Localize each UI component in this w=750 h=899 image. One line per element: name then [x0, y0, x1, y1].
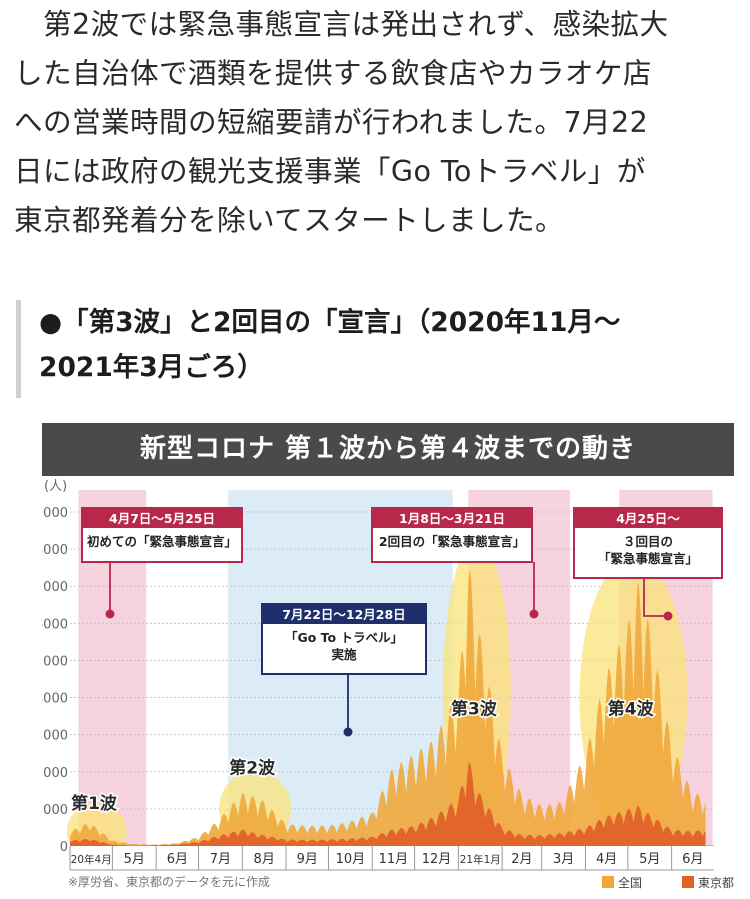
x-tick-label: 9月	[297, 852, 318, 867]
y-tick-label: 8000	[42, 543, 68, 558]
legend-label: 東京都	[698, 876, 734, 890]
paragraph-line: 日には政府の観光支援事業「Go Toトラベル」が	[14, 154, 646, 188]
y-tick-label: 5000	[42, 654, 68, 669]
callout-header	[82, 508, 242, 528]
y-tick-label: 9000	[42, 506, 68, 521]
x-tick-label: 11月	[379, 852, 409, 867]
heading-line: ●「第3波」と2回目の「宣言」（2020年11月～	[39, 307, 621, 338]
x-tick-label: 12月	[422, 852, 452, 867]
x-tick-label: 3月	[553, 852, 574, 867]
y-unit-label: (人)	[44, 479, 67, 494]
callout-period-label: 4月7日～5月25日	[109, 511, 215, 526]
callout-caption: 2回目の「緊急事態宣言」	[379, 534, 525, 549]
callout-caption: 「緊急事態宣言」	[598, 551, 698, 566]
callout-dot	[663, 611, 673, 621]
x-tick-label: 7月	[210, 852, 231, 867]
y-tick-label: 1000	[42, 803, 68, 818]
callout-dot	[105, 609, 115, 619]
x-tick-label: 20年4月	[71, 853, 112, 866]
legend-label: 全国	[618, 875, 642, 890]
chart-svg: 0 1000 2000 3000 4000 5000 6000 7000 8000 9000 (人)…	[35, 479, 734, 890]
x-tick-label: 5月	[639, 852, 660, 867]
chart-body: 0 1000 2000 3000 4000 5000 6000 7000 8000 9000 (人)…	[35, 476, 734, 895]
callout-caption: ３回目の	[623, 534, 673, 549]
x-axis-band	[70, 846, 714, 870]
x-tick-label: 10月	[336, 852, 366, 867]
heading-line: 2021年3月ごろ）	[39, 352, 264, 383]
callout-header	[372, 508, 532, 528]
legend-swatch	[682, 876, 694, 888]
period-callout-1: 7月22日～12月28日「Go To トラベル」実施	[261, 603, 427, 737]
callout-dot	[529, 609, 539, 619]
x-tick-label: 6月	[167, 852, 188, 867]
y-tick-label: 0	[60, 840, 68, 855]
x-tick-label: 8月	[254, 852, 275, 867]
covid-waves-chart: 新型コロナ 第１波から第４波までの動き 0 1000 2000 3000 4000 500…	[35, 423, 734, 895]
y-tick-label: 3000	[42, 729, 68, 744]
x-tick-label: 6月	[682, 852, 703, 867]
period-callout-2: 1月8日～3月21日 2回目の「緊急事態宣言」	[371, 507, 539, 619]
y-tick-label: 7000	[42, 580, 68, 595]
y-tick-label: 4000	[42, 692, 68, 707]
callout-period-label: 1月8日～3月21日	[399, 511, 505, 526]
callout-header	[574, 508, 722, 528]
chart-title: 新型コロナ 第１波から第４波までの動き	[42, 423, 734, 476]
callout-period-label: 7月22日～12月28日	[282, 607, 405, 622]
series-area-tokyo	[70, 762, 706, 846]
x-tick-label: 5月	[124, 852, 145, 867]
article-paragraph: 第2波では緊急事態宣言は発出されず、感染拡大 した自治体で酒類を提供する飲食店や…	[14, 0, 736, 245]
x-tick-label: 2月	[511, 852, 532, 867]
callout-caption: 実施	[331, 647, 357, 662]
y-tick-label: 6000	[42, 617, 68, 632]
paragraph-line: した自治体で酒類を提供する飲食店やカラオケ店	[14, 56, 652, 90]
paragraph-line: 東京都発着分を除いてスタートしました。	[14, 203, 565, 237]
callout-connector	[643, 578, 668, 617]
callout-header	[262, 604, 426, 624]
callout-caption: 「Go To トラベル」	[285, 630, 403, 645]
x-tick-label: 4月	[596, 852, 617, 867]
section-heading: ●「第3波」と2回目の「宣言」（2020年11月～ 2021年3月ごろ）	[16, 300, 736, 398]
callout-dot	[343, 727, 353, 737]
wave-label-4: 第4波	[608, 698, 655, 719]
wave-label-3: 第3波	[451, 698, 498, 719]
legend-swatch	[602, 876, 614, 888]
paragraph-line: 第2波では緊急事態宣言は発出されず、感染拡大	[14, 7, 669, 41]
callout-caption: 初めての「緊急事態宣言」	[87, 534, 237, 549]
wave-label-2: 第2波	[229, 758, 276, 779]
wave-label-1: 第1波	[71, 793, 118, 814]
period-callout-3: 4月25日～ ３回目の「緊急事態宣言」	[573, 507, 723, 621]
y-tick-label: 2000	[42, 766, 68, 781]
paragraph-line: への営業時間の短縮要請が行われました。7月22	[14, 105, 649, 139]
source-note: ※厚労省、東京都のデータを元に作成	[68, 874, 270, 889]
x-tick-label: 21年1月	[460, 853, 501, 866]
callout-period-label: 4月25日～	[616, 511, 680, 526]
